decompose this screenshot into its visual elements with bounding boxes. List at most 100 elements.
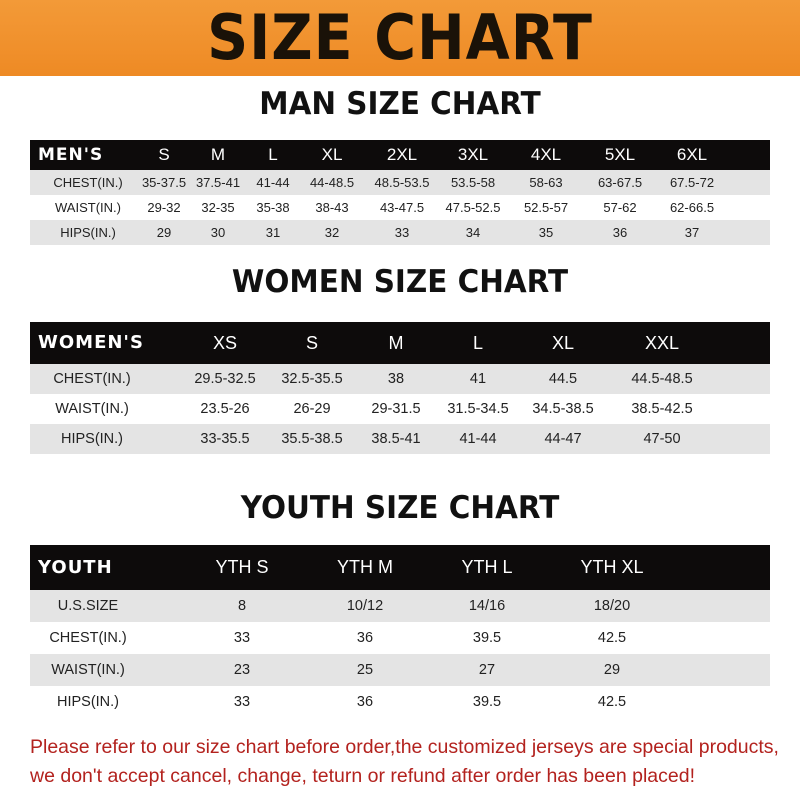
size-value: 38 (387, 371, 405, 387)
size-value: 47.5-52.5 (445, 200, 501, 215)
size-value: 36 (612, 225, 628, 240)
size-value: 36 (356, 694, 374, 710)
size-header: XL (321, 145, 343, 164)
size-value: 32 (324, 225, 340, 240)
measurement-label: CHEST(IN.) (53, 175, 123, 190)
size-value: 26-29 (293, 401, 331, 417)
size-value: 35-37.5 (141, 175, 187, 190)
size-value: 41-44 (459, 431, 497, 447)
size-header: XS (212, 333, 238, 353)
size-value: 38-43 (315, 200, 349, 215)
size-value: 29 (156, 225, 172, 240)
size-header: 5XL (604, 145, 636, 164)
size-value: 39.5 (472, 694, 502, 710)
table-header-row: YOUTH YTH S YTH M YTH L YTH XL (30, 545, 770, 590)
size-value: 38.5-41 (371, 431, 421, 447)
measurement-label: HIPS(IN.) (56, 694, 120, 710)
size-value: 32.5-35.5 (281, 371, 343, 387)
size-header: L (472, 333, 484, 353)
size-value: 48.5-53.5 (374, 175, 430, 190)
size-value: 57-62 (603, 200, 637, 215)
measurement-label: WAIST(IN.) (55, 401, 129, 417)
size-value: 42.5 (597, 694, 627, 710)
size-value: 37 (684, 225, 700, 240)
youth-size-table: YOUTH YTH S YTH M YTH L YTH XL U.S.SIZE 8 10/12… (30, 545, 770, 718)
size-value: 44-48.5 (309, 175, 355, 190)
size-header: 2XL (386, 145, 418, 164)
size-value: 31 (265, 225, 281, 240)
size-value: 37.5-41 (195, 175, 241, 190)
measurement-label: CHEST(IN.) (53, 371, 131, 387)
size-value: 30 (210, 225, 226, 240)
size-header: S (305, 333, 319, 353)
size-header: 6XL (676, 145, 708, 164)
size-value: 34.5-38.5 (532, 401, 594, 417)
size-chart-banner: SIZE CHART (0, 0, 800, 76)
youth-section-title: YOUTH SIZE CHART (240, 490, 560, 526)
table-row: WAIST(IN.) 23 25 27 29 (30, 654, 770, 686)
size-value: 18/20 (593, 598, 631, 614)
size-value: 44-47 (544, 431, 582, 447)
size-header: M (210, 145, 226, 164)
size-header: S (158, 145, 170, 164)
size-value: 8 (237, 598, 247, 614)
size-header: YTH M (337, 557, 393, 577)
size-header: XL (551, 333, 575, 353)
table-row: WAIST(IN.) 23.5-26 26-29 29-31.5 31.5-34.5 34… (30, 394, 770, 424)
size-value: 29-31.5 (371, 401, 421, 417)
size-value: 41 (469, 371, 487, 387)
table-row: HIPS(IN.) 29 30 31 32 33 34 35 36 37 (30, 220, 770, 245)
size-header: L (268, 145, 278, 164)
size-value: 33 (233, 694, 251, 710)
size-value: 62-66.5 (669, 200, 715, 215)
size-header: M (388, 333, 404, 353)
size-value: 33 (233, 630, 251, 646)
size-value: 35-38 (256, 200, 290, 215)
table-row: U.S.SIZE 8 10/12 14/16 18/20 (30, 590, 770, 622)
size-value: 33 (394, 225, 410, 240)
men-section-title: MAN SIZE CHART (259, 86, 541, 122)
size-header: 4XL (530, 145, 562, 164)
measurement-label: WAIST(IN.) (51, 662, 125, 678)
size-value: 63-67.5 (597, 175, 643, 190)
size-value: 31.5-34.5 (447, 401, 509, 417)
size-value: 39.5 (472, 630, 502, 646)
table-category-label: MEN'S (38, 145, 104, 165)
size-value: 42.5 (597, 630, 627, 646)
size-value: 27 (478, 662, 496, 678)
size-header: 3XL (457, 145, 489, 164)
women-size-table: WOMEN'S XS S M L XL XXL CHEST(IN.) 29.5-32.5 32.5… (30, 322, 770, 454)
notice-line-2: we don't accept cancel, change, teturn o… (30, 765, 695, 787)
size-value: 34 (465, 225, 481, 240)
size-value: 29.5-32.5 (194, 371, 256, 387)
table-row: CHEST(IN.) 33 36 39.5 42.5 (30, 622, 770, 654)
table-row: CHEST(IN.) 29.5-32.5 32.5-35.5 38 41 44.5 44.5… (30, 364, 770, 394)
size-header: XXL (644, 333, 680, 353)
measurement-label: WAIST(IN.) (55, 200, 121, 215)
size-value: 10/12 (346, 598, 384, 614)
size-value: 47-50 (643, 431, 681, 447)
size-value: 44.5-48.5 (631, 371, 693, 387)
size-value: 35.5-38.5 (281, 431, 343, 447)
size-value: 38.5-42.5 (631, 401, 693, 417)
size-value: 25 (356, 662, 374, 678)
size-value: 52.5-57 (523, 200, 569, 215)
size-value: 35 (538, 225, 554, 240)
table-category-label: YOUTH (38, 557, 113, 578)
table-row: WAIST(IN.) 29-32 32-35 35-38 38-43 43-47.5 47.… (30, 195, 770, 220)
size-value: 29 (603, 662, 621, 678)
measurement-label: HIPS(IN.) (60, 431, 124, 447)
measurement-label: HIPS(IN.) (60, 225, 116, 240)
table-header-row: WOMEN'S XS S M L XL XXL (30, 322, 770, 364)
size-value: 36 (356, 630, 374, 646)
table-header-row: MEN'S S M L XL 2XL 3XL 4XL 5XL 6XL (30, 140, 770, 170)
table-row: HIPS(IN.) 33 36 39.5 42.5 (30, 686, 770, 718)
men-size-table: MEN'S S M L XL 2XL 3XL 4XL 5XL 6XL CHEST(IN.) 35-37… (30, 140, 770, 245)
women-section-title: WOMEN SIZE CHART (231, 264, 569, 300)
notice-line-1: Please refer to our size chart before or… (30, 736, 779, 758)
measurement-label: U.S.SIZE (57, 598, 119, 614)
table-category-label: WOMEN'S (38, 332, 144, 353)
size-value: 23 (233, 662, 251, 678)
size-value: 23.5-26 (200, 401, 250, 417)
size-value: 33-35.5 (200, 431, 250, 447)
